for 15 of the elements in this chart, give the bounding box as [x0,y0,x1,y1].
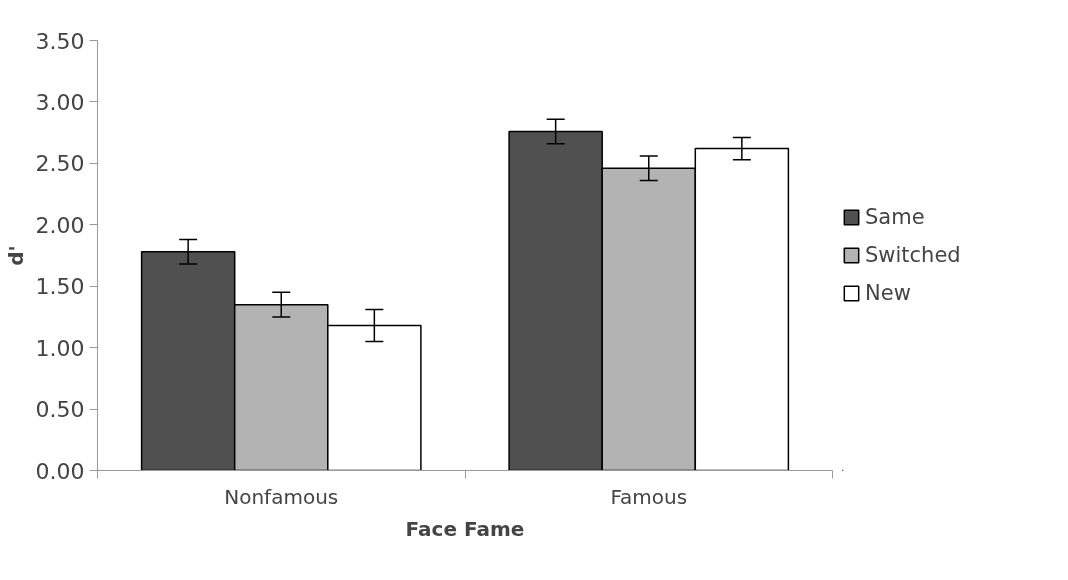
x-tick-label: Famous [610,484,688,509]
x-tick-label: Nonfamous [224,484,339,509]
y-tick-label: 0.50 [35,397,85,423]
y-tick-label: 1.00 [35,335,85,361]
y-tick-label: 2.50 [35,151,85,177]
y-tick-label: 0.00 [35,458,85,484]
legend-label: New [865,281,911,305]
y-axis-title: d' [3,245,28,266]
y-tick-label: 1.50 [35,274,85,300]
legend-label: Switched [865,243,961,267]
legend-label: Same [865,205,925,229]
y-tick-label: 3.50 [35,28,85,54]
x-axis-title: Face Fame [405,516,525,541]
y-tick-label: 3.00 [35,89,85,115]
y-tick-label: 2.00 [35,212,85,238]
